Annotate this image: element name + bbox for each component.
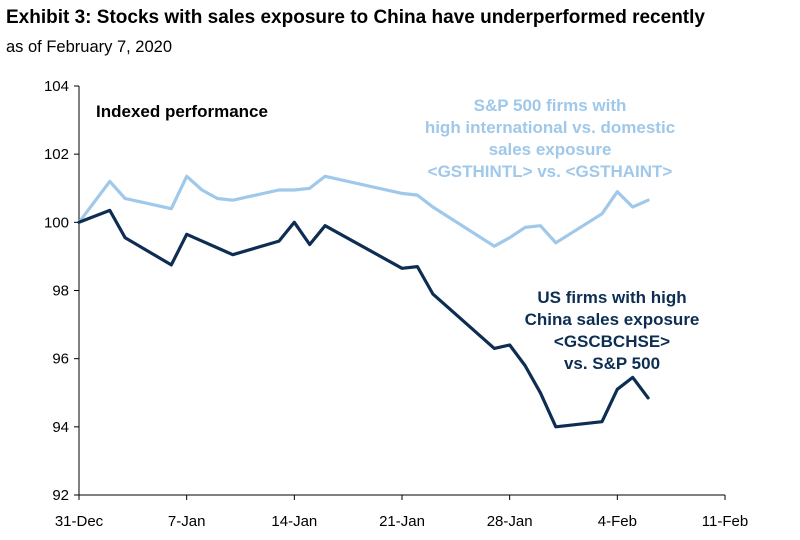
x-tick-label: 21-Jan: [379, 513, 425, 530]
chart-title: Exhibit 3: Stocks with sales exposure to…: [6, 7, 705, 28]
chart-subtitle: as of February 7, 2020: [6, 38, 173, 56]
x-tick-label: 7-Jan: [168, 513, 206, 530]
intl-exposure-series-label-line: <GSTHINTL> vs. <GSTHAINT>: [428, 162, 673, 181]
y-tick-label: 100: [44, 214, 69, 231]
y-tick-label: 92: [52, 487, 69, 504]
x-tick-label: 14-Jan: [271, 513, 317, 530]
intl-exposure-series-label-line: high international vs. domestic: [425, 118, 675, 137]
y-tick-label: 104: [44, 78, 69, 95]
panel-label: Indexed performance: [96, 102, 268, 121]
y-tick-label: 102: [44, 146, 69, 163]
x-tick-label: 28-Jan: [487, 513, 533, 530]
series-labels: S&P 500 firms with high international vs.…: [425, 96, 700, 373]
intl-exposure-series-label-line: sales exposure: [489, 140, 612, 159]
x-tick-label: 11-Feb: [702, 513, 748, 530]
intl-exposure-series-line: [77, 174, 650, 248]
intl-exposure-series-label-line: S&P 500 firms with: [474, 96, 627, 115]
china-exposure-series-label-line: vs. S&P 500: [564, 354, 660, 373]
chart-axes: 92 94 96 98 100 102 104 31-Dec 7-Jan 14-Jan 21-Jan…: [44, 78, 748, 530]
china-exposure-series-label-line: China sales exposure: [525, 310, 700, 329]
china-exposure-series-line: [77, 208, 650, 429]
y-tick-label: 96: [52, 351, 69, 368]
china-exposure-series-label-line: US firms with high: [537, 288, 686, 307]
x-tick-label: 31-Dec: [55, 513, 104, 530]
y-tick-label: 94: [52, 419, 69, 436]
china-exposure-series-label-line: <GSCBCHSE>: [554, 332, 670, 351]
series-layer: [77, 174, 650, 429]
x-tick-label: 4-Feb: [598, 513, 637, 530]
y-tick-label: 98: [52, 283, 69, 300]
